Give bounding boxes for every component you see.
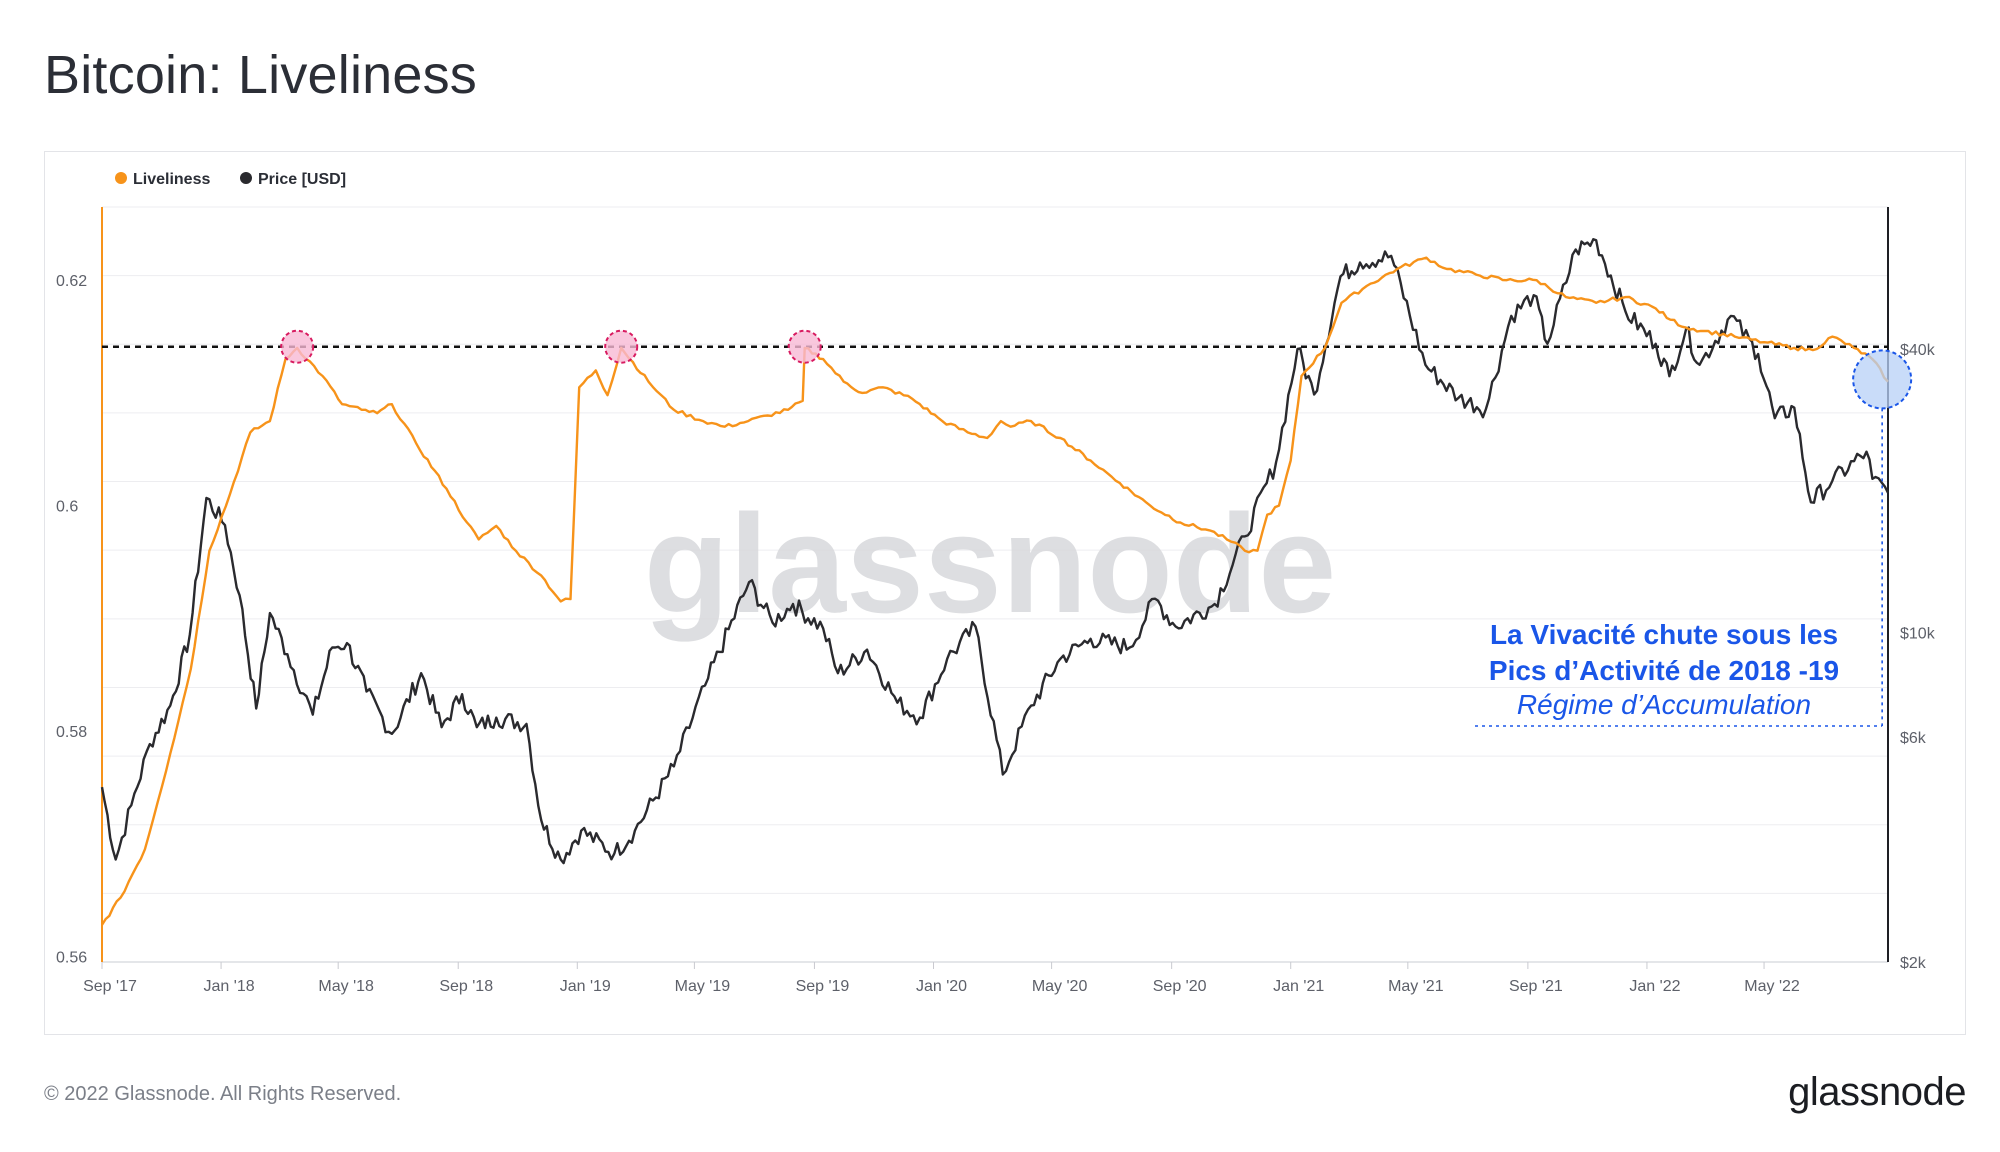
peak-highlight-circle xyxy=(280,329,315,364)
y-right-tick-label: $6k xyxy=(1900,730,1927,747)
y-left-tick-label: 0.6 xyxy=(56,499,78,516)
page-title: Bitcoin: Liveliness xyxy=(44,45,478,105)
price-series-line xyxy=(100,238,1890,865)
y-right-tick-label: $10k xyxy=(1900,626,1936,643)
chart-container xyxy=(44,151,1966,1035)
y-right-tick-label: $40k xyxy=(1900,342,1936,359)
x-tick-label: Jan '22 xyxy=(1629,978,1680,995)
y-left-tick-label: 0.56 xyxy=(56,949,87,966)
x-tick-label: Jan '21 xyxy=(1273,978,1324,995)
x-tick-label: May '19 xyxy=(675,978,731,995)
x-tick-label: Sep '18 xyxy=(439,978,493,995)
annotation-line-2: Pics d’Activité de 2018 -19 xyxy=(1489,655,1839,686)
peak-highlight-circle xyxy=(604,329,639,364)
annotation-line-1: La Vivacité chute sous les xyxy=(1490,619,1838,650)
x-tick-label: May '21 xyxy=(1388,978,1444,995)
annotation-line-3: Régime d’Accumulation xyxy=(1517,689,1811,720)
x-tick-label: May '20 xyxy=(1032,978,1088,995)
legend-label-liveliness: Liveliness xyxy=(133,171,210,188)
copyright-text: © 2022 Glassnode. All Rights Reserved. xyxy=(44,1083,402,1105)
glassnode-logo: glassnode xyxy=(1788,1070,1966,1114)
x-tick-label: May '18 xyxy=(318,978,374,995)
grid-lines xyxy=(102,206,1888,963)
x-tick-label: May '22 xyxy=(1744,978,1800,995)
y-right-tick-label: $2k xyxy=(1900,955,1927,972)
x-tick-label: Sep '19 xyxy=(796,978,850,995)
y-left-tick-label: 0.62 xyxy=(56,273,87,290)
x-tick-label: Jan '20 xyxy=(916,978,967,995)
x-tick-label: Sep '17 xyxy=(83,978,137,995)
peak-highlight-circle xyxy=(787,329,822,364)
x-tick-label: Sep '21 xyxy=(1509,978,1563,995)
legend: Liveliness Price [USD] xyxy=(115,171,346,188)
current-highlight-circle xyxy=(1852,349,1913,410)
x-tick-label: Sep '20 xyxy=(1153,978,1207,995)
x-tick-label: Jan '19 xyxy=(560,978,611,995)
legend-dot-price xyxy=(240,172,252,184)
x-tick-label: Jan '18 xyxy=(204,978,255,995)
liveliness-series-line xyxy=(100,256,1889,926)
watermark: glassnode xyxy=(644,485,1336,642)
legend-label-price: Price [USD] xyxy=(258,171,346,188)
y-left-tick-label: 0.58 xyxy=(56,724,87,741)
legend-dot-liveliness xyxy=(115,172,127,184)
